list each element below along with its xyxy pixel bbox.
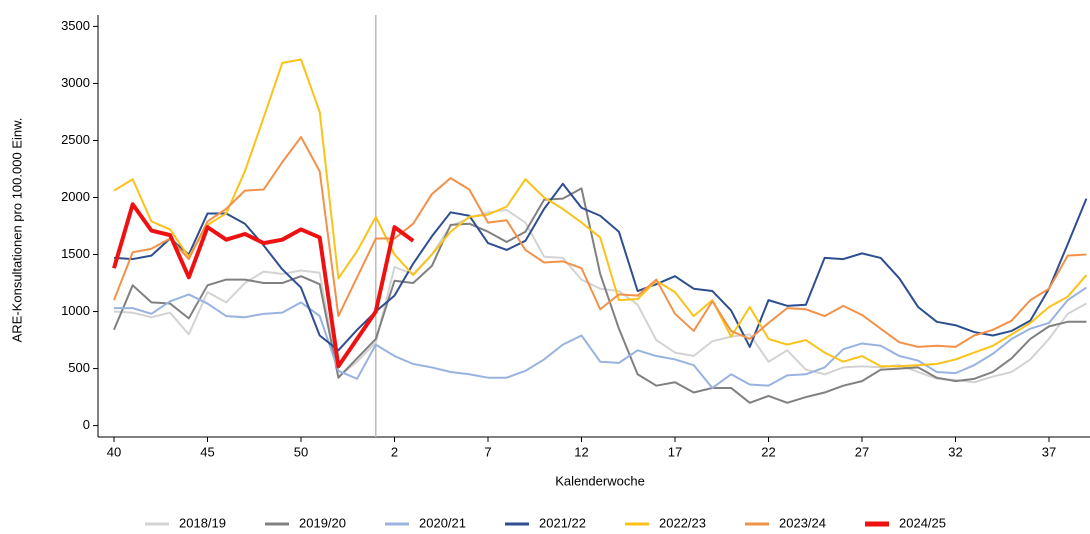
series-line [113,209,1087,384]
legend-label: 2022/23 [659,515,706,530]
y-tick-label: 3000 [61,75,90,90]
legend-label: 2020/21 [419,515,466,530]
series-line [113,187,1087,404]
x-tick-label: 12 [574,444,588,459]
y-tick-label: 1500 [61,246,90,261]
legend-label: 2021/22 [539,515,586,530]
series-line [113,136,1087,348]
x-tick-label: 37 [1042,444,1056,459]
y-tick-label: 3500 [61,18,90,33]
y-tick-label: 0 [83,417,90,432]
x-axis-title: Kalenderwoche [555,473,645,488]
legend-label: 2018/19 [179,515,226,530]
series-line [114,286,1087,389]
x-tick-label: 17 [668,444,682,459]
x-tick-label: 7 [484,444,491,459]
series-line [113,182,1088,352]
x-tick-label: 27 [855,444,869,459]
x-tick-label: 2 [391,444,398,459]
series-line [112,202,415,369]
legend-label: 2024/25 [899,515,946,530]
y-tick-label: 1000 [61,303,90,318]
x-tick-label: 50 [294,444,308,459]
x-tick-label: 22 [761,444,775,459]
y-tick-label: 2500 [61,132,90,147]
y-tick-label: 2000 [61,189,90,204]
x-tick-label: 45 [200,444,214,459]
x-tick-label: 32 [948,444,962,459]
x-tick-label: 40 [107,444,121,459]
legend-label: 2023/24 [779,515,826,530]
y-axis-title: ARE-Konsultationen pro 100.000 Einw. [9,118,24,343]
y-tick-label: 500 [68,360,90,375]
legend-label: 2019/20 [299,515,346,530]
series-line [113,58,1088,368]
